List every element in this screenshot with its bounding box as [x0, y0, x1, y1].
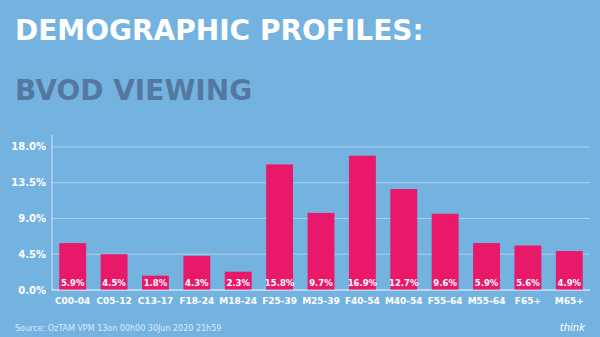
x-tick-label: F55-64	[428, 296, 463, 306]
bar	[183, 256, 210, 290]
y-axis-line	[52, 135, 53, 290]
data-label: 5.6%	[516, 278, 540, 288]
bar	[101, 254, 128, 290]
bar	[432, 214, 459, 290]
data-label: 2.3%	[226, 278, 250, 288]
grid-line	[52, 290, 590, 291]
data-label: 9.6%	[433, 278, 457, 288]
y-tick-label: 0.0%	[18, 285, 46, 296]
source-note: Source: OzTAM VPM 13on 00h00 30Jun 2020 …	[15, 324, 221, 333]
x-tick-label: M40-54	[385, 296, 423, 306]
chart-container: DEMOGRAPHIC PROFILES: BVOD VIEWING 0.0% 4.5…	[0, 0, 600, 337]
data-label: 1.8%	[144, 278, 168, 288]
bar	[59, 243, 86, 290]
y-axis: 0.0% 4.5% 9.0% 13.5% 18.0%	[11, 135, 52, 296]
y-tick-label: 9.0%	[18, 213, 46, 224]
title: DEMOGRAPHIC PROFILES:	[15, 14, 424, 47]
x-tick-label: F65+	[515, 296, 541, 306]
bar	[556, 251, 583, 290]
data-label: 4.5%	[102, 278, 126, 288]
y-tick-label: 4.5%	[18, 249, 46, 260]
x-tick-label: M55-64	[468, 296, 506, 306]
x-tick-label: F40-54	[345, 296, 380, 306]
data-label: 12.7%	[389, 278, 419, 288]
data-label: 16.9%	[348, 278, 378, 288]
x-tick-label: F25-39	[262, 296, 297, 306]
bar	[349, 156, 376, 290]
grid-line	[52, 182, 590, 183]
x-tick-label: M25-39	[302, 296, 340, 306]
bar	[266, 164, 293, 290]
x-tick-label: M18-24	[219, 296, 257, 306]
x-tick-label: C05-12	[96, 296, 131, 306]
x-tick-label: C13-17	[138, 296, 173, 306]
subtitle: BVOD VIEWING	[15, 74, 252, 107]
data-label: 4.3%	[185, 278, 209, 288]
data-labels: 5.9% 4.5% 1.8% 4.3% 2.3% 15.8% 9.7% 16.9% 12.7% 9…	[61, 278, 582, 288]
bar	[390, 189, 417, 290]
grid	[52, 147, 590, 290]
x-tick-label: C00-04	[55, 296, 90, 306]
y-tick-label: 13.5%	[11, 177, 46, 188]
background	[0, 0, 600, 337]
data-label: 5.9%	[61, 278, 85, 288]
grid-line	[52, 146, 590, 147]
data-label: 9.7%	[309, 278, 333, 288]
bar	[514, 245, 541, 290]
data-label: 5.9%	[475, 278, 499, 288]
bars	[59, 156, 583, 290]
data-label: 4.9%	[558, 278, 582, 288]
bar	[142, 276, 169, 290]
logo-text: think	[560, 322, 586, 333]
bar	[308, 213, 335, 290]
x-axis: C00-04 C05-12 C13-17 F18-24 M18-24 F25-39 M25-…	[52, 290, 590, 306]
chart-svg: DEMOGRAPHIC PROFILES: BVOD VIEWING 0.0% 4.5…	[0, 0, 600, 337]
data-label: 15.8%	[265, 278, 295, 288]
x-tick-label: F18-24	[179, 296, 214, 306]
bar	[473, 243, 500, 290]
x-tick-label: M65+	[555, 296, 584, 306]
bar	[225, 272, 252, 290]
x-axis-line	[52, 290, 590, 291]
y-tick-label: 18.0%	[11, 141, 46, 152]
